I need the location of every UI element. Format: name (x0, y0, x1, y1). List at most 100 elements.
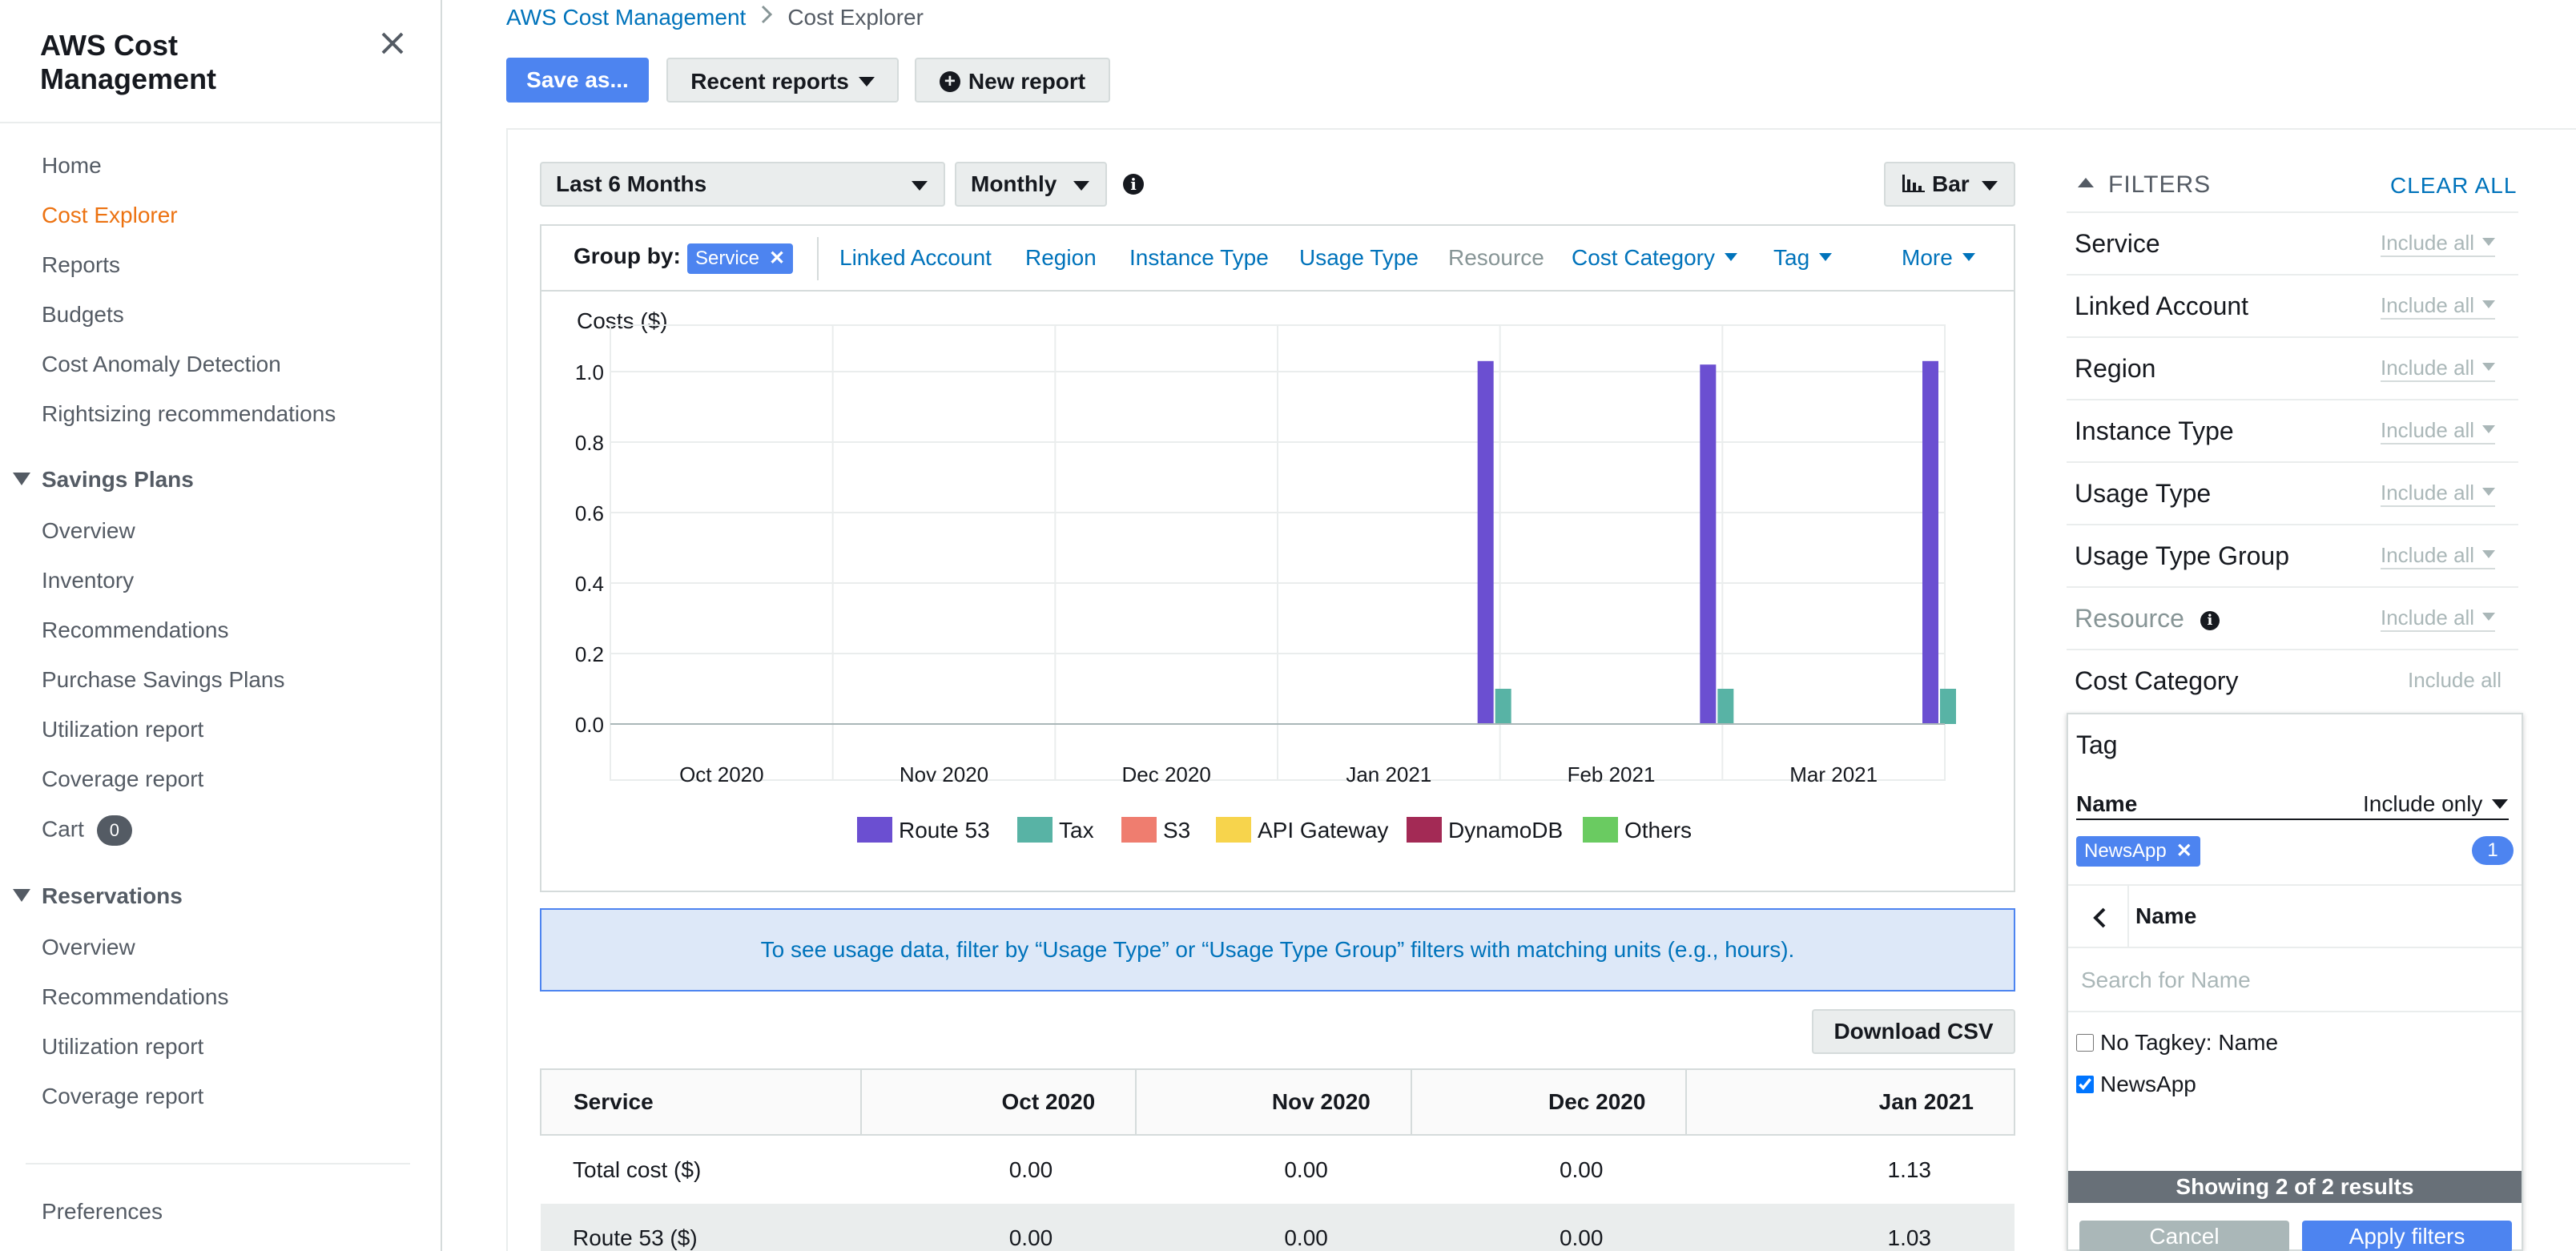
caret-down-icon (912, 181, 928, 191)
filter-service-value[interactable]: Include all (2381, 231, 2496, 257)
caret-down-icon (1962, 252, 1975, 261)
info-icon[interactable]: i (1123, 174, 1144, 195)
filters-header[interactable]: FILTERS (2078, 171, 2211, 199)
legend-swatch (1121, 817, 1157, 843)
download-csv-button[interactable]: Download CSV (1812, 1009, 2015, 1054)
column-header[interactable]: Dec 2020 (1410, 1068, 1688, 1136)
filter-usage-type-value[interactable]: Include all (2381, 481, 2496, 507)
chart-type-select[interactable]: Bar (1884, 162, 2015, 207)
table-cell: Route 53 ($) (541, 1204, 861, 1251)
sidebar-item-sp-recommendations[interactable]: Recommendations (42, 617, 229, 642)
group-by-resource: Resource (1448, 245, 1544, 270)
tag-option-checkbox[interactable] (2076, 1075, 2094, 1093)
group-by-bar: Group by: Service ✕ Linked Account Region… (540, 224, 2015, 292)
group-by-chip[interactable]: Service ✕ (687, 243, 794, 274)
sidebar-item-cart[interactable]: Cart 0 (42, 815, 132, 846)
sidebar-item-sp-utilization[interactable]: Utilization report (42, 717, 204, 742)
sidebar-item-budgets[interactable]: Budgets (42, 302, 124, 327)
column-header[interactable]: Jan 2021 (1685, 1068, 2015, 1136)
sidebar-item-ri-overview[interactable]: Overview (42, 935, 135, 959)
group-by-region[interactable]: Region (1025, 245, 1097, 270)
x-tick-label: Nov 2020 (900, 762, 988, 786)
tag-option[interactable]: NewsApp (2076, 1072, 2196, 1097)
sidebar-item-sp-purchase[interactable]: Purchase Savings Plans (42, 667, 285, 692)
sidebar-item-sp-inventory[interactable]: Inventory (42, 568, 135, 593)
sidebar-divider (0, 122, 441, 123)
tag-search-row (2068, 948, 2522, 1012)
legend-swatch (857, 817, 892, 843)
caret-down-icon (2482, 238, 2496, 247)
chevron-right-icon (762, 5, 773, 24)
group-by-cost-category[interactable]: Cost Category (1572, 245, 1737, 271)
recent-reports-button[interactable]: Recent reports (666, 58, 899, 103)
group-by-instance-type[interactable]: Instance Type (1129, 245, 1269, 270)
close-icon[interactable] (376, 27, 409, 59)
filter-usage-type[interactable]: Usage Type (2075, 479, 2212, 508)
info-icon[interactable]: i (2200, 611, 2220, 630)
column-header[interactable]: Nov 2020 (1135, 1068, 1412, 1136)
table-cell: 0.00 (1008, 1156, 1053, 1182)
chevron-left-icon[interactable] (2092, 907, 2108, 929)
group-by-linked-account[interactable]: Linked Account (839, 245, 992, 270)
column-header[interactable]: Oct 2020 (859, 1068, 1137, 1136)
cart-count-badge: 0 (96, 815, 132, 846)
x-tick-label: Oct 2020 (679, 762, 764, 786)
filter-usage-type-group[interactable]: Usage Type Group (2075, 541, 2290, 570)
table-row: Total cost ($) 0.00 0.00 0.00 1.13 (541, 1135, 2015, 1204)
breadcrumb-link[interactable]: AWS Cost Management (506, 5, 747, 30)
caret-down-icon (1724, 252, 1737, 261)
group-by-more[interactable]: More (1902, 245, 1975, 271)
save-as-button[interactable]: Save as... (506, 58, 649, 103)
sidebar-item-ri-coverage[interactable]: Coverage report (42, 1084, 204, 1108)
selected-tag-chip[interactable]: NewsApp ✕ (2076, 836, 2200, 867)
legend-label: S3 (1163, 818, 1190, 843)
caret-up-icon (2078, 178, 2094, 188)
new-report-button[interactable]: + New report (915, 58, 1110, 103)
tag-option[interactable]: No Tagkey: Name (2076, 1030, 2278, 1056)
sidebar-section-reservations[interactable]: Reservations (13, 883, 183, 910)
include-mode-select[interactable]: Include only (2363, 791, 2509, 817)
filter-region[interactable]: Region (2075, 354, 2156, 383)
filter-resource: Resource i (2075, 604, 2220, 634)
caret-down-icon (13, 472, 30, 485)
clear-all-button[interactable]: CLEAR ALL (2390, 173, 2518, 198)
filter-service[interactable]: Service (2075, 229, 2160, 258)
filter-cost-category[interactable]: Cost Category (2075, 666, 2239, 695)
sidebar-item-rightsizing[interactable]: Rightsizing recommendations (42, 401, 336, 426)
sidebar-divider (26, 1163, 410, 1165)
filter-linked-account-value[interactable]: Include all (2381, 293, 2496, 320)
sidebar-item-preferences[interactable]: Preferences (42, 1199, 163, 1224)
sidebar-item-cost-explorer[interactable]: Cost Explorer (42, 203, 178, 227)
filter-cost-category-value[interactable]: Include all (2408, 668, 2502, 692)
caret-down-icon (2482, 425, 2496, 434)
filter-usage-type-group-value[interactable]: Include all (2381, 543, 2496, 569)
sidebar-item-cost-anomaly-detection[interactable]: Cost Anomaly Detection (42, 352, 281, 376)
group-by-usage-type[interactable]: Usage Type (1299, 245, 1419, 270)
filter-instance-type-value[interactable]: Include all (2381, 418, 2496, 444)
remove-icon[interactable]: ✕ (2176, 840, 2192, 862)
granularity-select[interactable]: Monthly (955, 162, 1107, 207)
filter-linked-account[interactable]: Linked Account (2075, 292, 2249, 320)
y-tick-label: 0.8 (575, 431, 604, 455)
apply-filters-button[interactable]: Apply filters (2302, 1221, 2512, 1251)
bar (1940, 689, 1956, 724)
sidebar-item-reports[interactable]: Reports (42, 252, 121, 277)
date-range-select[interactable]: Last 6 Months (540, 162, 945, 207)
group-by-label: Group by: (574, 243, 681, 268)
sidebar-item-ri-recommendations[interactable]: Recommendations (42, 984, 229, 1009)
group-by-tag[interactable]: Tag (1773, 245, 1833, 271)
tag-option-checkbox[interactable] (2076, 1033, 2094, 1052)
sidebar-item-sp-coverage[interactable]: Coverage report (42, 766, 204, 791)
column-header[interactable]: Service (540, 1068, 862, 1136)
table-cell: Total cost ($) (573, 1156, 702, 1182)
filter-instance-type[interactable]: Instance Type (2075, 416, 2234, 445)
sidebar-section-savings-plans[interactable]: Savings Plans (13, 466, 194, 493)
sidebar-item-home[interactable]: Home (42, 153, 102, 178)
sidebar-item-ri-utilization[interactable]: Utilization report (42, 1034, 204, 1059)
tag-search-input[interactable] (2081, 961, 2498, 1000)
legend-swatch (1407, 817, 1442, 843)
cancel-button[interactable]: Cancel (2079, 1221, 2289, 1251)
filter-region-value[interactable]: Include all (2381, 356, 2496, 382)
remove-icon[interactable]: ✕ (769, 247, 786, 269)
sidebar-item-sp-overview[interactable]: Overview (42, 518, 135, 543)
